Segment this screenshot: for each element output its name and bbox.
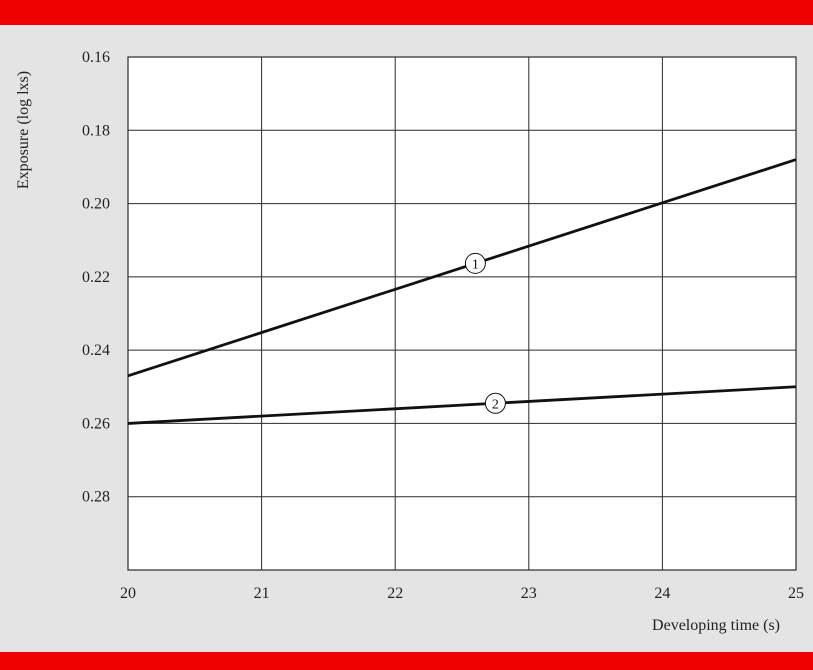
top-banner [0,0,813,25]
grid [127,56,797,570]
bottom-banner [0,652,813,670]
series-labels: 12 [464,252,506,414]
series-label-2: 2 [492,397,499,412]
x-tick-label: 23 [521,585,537,602]
plot-area [127,56,797,571]
series-line-2 [127,385,797,425]
y-tick-label: 0.28 [82,489,110,506]
series-lines [127,158,797,425]
y-axis-title: Exposure (log lxs) [15,71,32,189]
y-tick-labels: 0.16 0.18 0.20 0.22 0.24 0.26 0.28 [82,49,110,506]
x-tick-label: 22 [387,585,403,602]
x-axis-title: Developing time (s) [652,617,780,634]
series-label-circle [464,252,486,274]
x-tick-label: 25 [788,585,804,602]
y-tick-label: 0.16 [82,49,110,66]
y-tick-label: 0.26 [82,415,110,432]
y-tick-label: 0.18 [82,122,110,139]
y-tick-label: 0.20 [82,196,110,213]
series-label-circle [484,392,506,414]
x-tick-label: 20 [120,585,136,602]
x-tick-label: 21 [254,585,270,602]
x-tick-label: 24 [654,585,670,602]
y-tick-label: 0.22 [82,269,110,286]
series-label-1: 1 [472,257,479,272]
y-tick-label: 0.24 [82,342,110,359]
x-tick-labels: 20 21 22 23 24 25 [120,585,804,602]
series-line-1 [127,158,797,378]
chart: 20 21 22 23 24 25 0.160.180.200.220.240.260.2… [15,49,804,634]
